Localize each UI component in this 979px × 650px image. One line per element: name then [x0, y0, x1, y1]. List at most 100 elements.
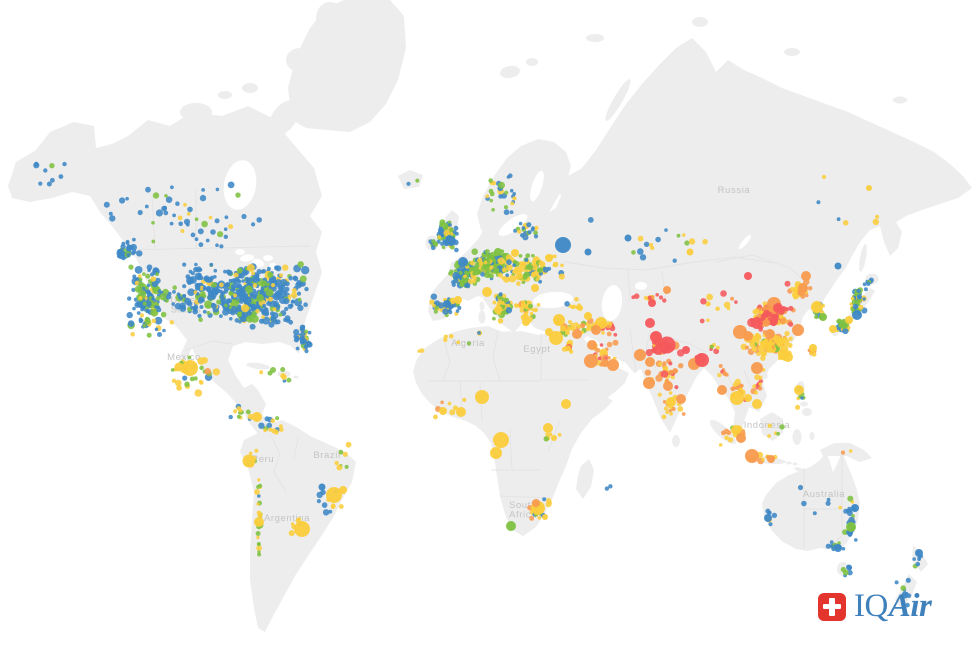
aqi-station-dot[interactable] — [175, 201, 180, 206]
aqi-station-dot[interactable] — [256, 294, 264, 302]
aqi-station-dot[interactable] — [316, 499, 321, 504]
aqi-station-dot[interactable] — [288, 530, 295, 537]
aqi-station-dot[interactable] — [151, 280, 159, 288]
aqi-station-dot[interactable] — [174, 362, 184, 372]
aqi-station-dot[interactable] — [228, 278, 233, 283]
aqi-station-dot[interactable] — [801, 271, 811, 281]
aqi-station-dot[interactable] — [292, 276, 297, 281]
aqi-station-dot[interactable] — [127, 296, 132, 301]
aqi-station-dot[interactable] — [307, 330, 312, 335]
aqi-station-dot[interactable] — [302, 338, 308, 344]
aqi-station-dot[interactable] — [757, 386, 763, 391]
aqi-station-dot[interactable] — [872, 218, 879, 226]
aqi-station-dot[interactable] — [497, 257, 506, 265]
aqi-station-dot[interactable] — [512, 196, 517, 201]
aqi-station-dot[interactable] — [655, 293, 659, 297]
aqi-station-dot[interactable] — [607, 356, 611, 360]
aqi-station-dot[interactable] — [279, 427, 284, 432]
aqi-station-dot[interactable] — [726, 306, 731, 311]
aqi-station-dot[interactable] — [599, 343, 604, 347]
aqi-station-dot[interactable] — [489, 198, 494, 203]
aqi-station-dot[interactable] — [560, 325, 567, 332]
aqi-station-dot[interactable] — [503, 209, 510, 216]
aqi-station-dot[interactable] — [723, 301, 731, 309]
aqi-station-dot[interactable] — [171, 302, 175, 306]
aqi-station-dot[interactable] — [223, 227, 228, 231]
aqi-station-dot[interactable] — [558, 273, 565, 280]
aqi-station-dot[interactable] — [489, 273, 494, 279]
aqi-station-dot[interactable] — [508, 275, 517, 283]
aqi-station-dot[interactable] — [612, 339, 619, 346]
aqi-station-dot[interactable] — [429, 299, 435, 305]
aqi-station-dot[interactable] — [193, 376, 198, 381]
aqi-station-dot[interactable] — [163, 205, 167, 210]
aqi-station-dot[interactable] — [201, 220, 208, 228]
aqi-station-dot[interactable] — [673, 368, 678, 374]
aqi-station-dot[interactable] — [825, 543, 831, 549]
aqi-station-dot[interactable] — [279, 284, 286, 291]
aqi-station-dot[interactable] — [745, 449, 759, 463]
aqi-station-dot[interactable] — [256, 502, 260, 506]
aqi-station-dot[interactable] — [194, 237, 199, 242]
aqi-station-dot[interactable] — [433, 309, 438, 314]
aqi-station-dot[interactable] — [761, 457, 765, 462]
aqi-station-dot[interactable] — [170, 185, 174, 190]
aqi-station-dot[interactable] — [768, 522, 773, 527]
aqi-station-dot[interactable] — [548, 432, 553, 437]
aqi-station-dot[interactable] — [601, 331, 605, 335]
aqi-station-dot[interactable] — [279, 424, 283, 429]
aqi-station-dot[interactable] — [506, 175, 511, 179]
aqi-station-dot[interactable] — [155, 209, 163, 217]
aqi-station-dot[interactable] — [449, 409, 456, 416]
aqi-station-dot[interactable] — [533, 307, 538, 313]
aqi-station-dot[interactable] — [193, 304, 199, 310]
aqi-station-dot[interactable] — [165, 196, 173, 203]
aqi-station-dot[interactable] — [419, 348, 425, 353]
aqi-station-dot[interactable] — [152, 285, 159, 292]
aqi-station-dot[interactable] — [587, 340, 597, 350]
aqi-station-dot[interactable] — [779, 424, 785, 430]
aqi-station-dot[interactable] — [650, 245, 655, 251]
aqi-station-dot[interactable] — [462, 277, 468, 284]
aqi-station-dot[interactable] — [768, 510, 772, 515]
aqi-station-dot[interactable] — [555, 237, 571, 253]
aqi-station-dot[interactable] — [662, 400, 667, 404]
aqi-station-dot[interactable] — [137, 286, 143, 293]
aqi-station-dot[interactable] — [443, 300, 451, 308]
aqi-station-dot[interactable] — [852, 303, 859, 310]
aqi-station-dot[interactable] — [734, 300, 738, 304]
aqi-station-dot[interactable] — [318, 483, 326, 491]
aqi-station-dot[interactable] — [762, 319, 771, 327]
aqi-station-dot[interactable] — [202, 286, 207, 291]
aqi-station-dot[interactable] — [754, 390, 758, 395]
aqi-station-dot[interactable] — [182, 294, 186, 298]
aqi-station-dot[interactable] — [643, 241, 650, 247]
aqi-station-dot[interactable] — [144, 318, 151, 325]
aqi-station-dot[interactable] — [715, 306, 720, 312]
aqi-station-dot[interactable] — [542, 514, 548, 520]
aqi-station-dot[interactable] — [432, 303, 436, 308]
aqi-station-dot[interactable] — [132, 249, 137, 255]
aqi-station-dot[interactable] — [787, 343, 793, 348]
aqi-station-dot[interactable] — [670, 374, 675, 380]
aqi-station-dot[interactable] — [557, 432, 562, 437]
aqi-station-dot[interactable] — [516, 272, 524, 280]
aqi-station-dot[interactable] — [280, 367, 286, 372]
aqi-station-dot[interactable] — [464, 270, 468, 275]
aqi-station-dot[interactable] — [126, 311, 133, 319]
aqi-station-dot[interactable] — [848, 508, 853, 513]
aqi-station-dot[interactable] — [279, 273, 283, 278]
aqi-station-dot[interactable] — [545, 254, 553, 262]
aqi-station-dot[interactable] — [208, 215, 213, 220]
aqi-station-dot[interactable] — [182, 262, 187, 267]
aqi-station-dot[interactable] — [132, 306, 136, 311]
aqi-station-dot[interactable] — [631, 250, 636, 255]
aqi-station-dot[interactable] — [682, 346, 690, 354]
aqi-station-dot[interactable] — [717, 372, 722, 378]
aqi-station-dot[interactable] — [765, 329, 775, 339]
aqi-station-dot[interactable] — [767, 423, 772, 428]
aqi-station-dot[interactable] — [151, 221, 155, 225]
aqi-station-dot[interactable] — [569, 349, 574, 354]
aqi-station-dot[interactable] — [485, 194, 490, 199]
aqi-station-dot[interactable] — [842, 220, 849, 226]
